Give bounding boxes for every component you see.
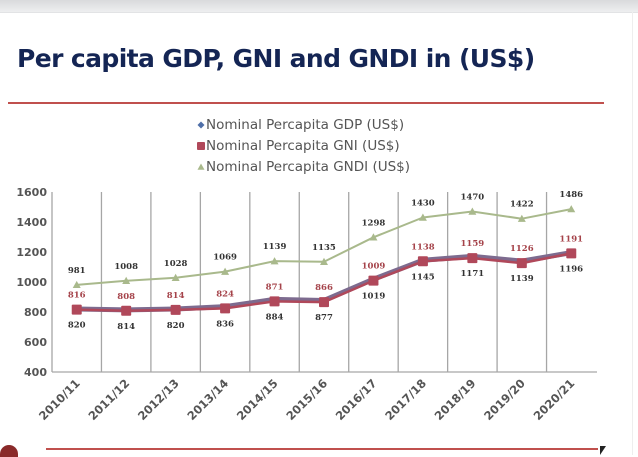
y-tick-label: 400 — [24, 366, 47, 379]
data-label: 814 — [117, 322, 135, 332]
data-label: 1171 — [461, 269, 485, 279]
legend-marker-icon — [197, 142, 205, 150]
data-label: 1298 — [362, 218, 386, 228]
footer-divider — [46, 448, 598, 450]
data-point — [220, 303, 231, 314]
data-label: 814 — [167, 291, 185, 301]
data-label: 1486 — [559, 190, 583, 200]
data-label: 1126 — [510, 244, 534, 254]
data-label: 884 — [266, 312, 284, 322]
mouse-cursor-icon — [600, 446, 606, 455]
x-tick-label: 2013/14 — [184, 376, 231, 423]
x-tick-label: 2012/13 — [135, 376, 182, 423]
data-label: 1196 — [559, 264, 583, 274]
slide-title: Per capita GDP, GNI and GNDI in (US$) — [17, 44, 535, 73]
data-label: 1139 — [510, 274, 534, 284]
data-label: 1430 — [411, 199, 435, 209]
data-point — [270, 257, 279, 265]
data-label: 1135 — [312, 243, 336, 253]
data-label: 1019 — [362, 292, 386, 302]
data-label: 1470 — [461, 193, 485, 203]
data-point — [566, 248, 577, 259]
chart-legend: Nominal Percapita GDP (US$) Nominal Perca… — [197, 117, 410, 175]
x-tick-label: 2014/15 — [234, 376, 281, 423]
legend-marker-icon — [197, 163, 205, 170]
logo-icon — [0, 445, 18, 457]
data-label: 877 — [315, 313, 333, 323]
data-label: 1008 — [114, 262, 138, 272]
x-tick-label: 2017/18 — [382, 376, 429, 423]
data-point — [221, 267, 230, 275]
data-label: 824 — [216, 289, 234, 299]
data-label: 981 — [68, 266, 86, 276]
data-label: 1138 — [411, 242, 435, 252]
data-point — [417, 256, 428, 267]
data-point — [320, 257, 328, 265]
data-point — [369, 233, 378, 241]
data-point — [418, 213, 427, 221]
data-point — [170, 304, 181, 315]
data-label: 808 — [117, 292, 135, 302]
data-label: 871 — [266, 282, 284, 292]
data-labels: 820 814 820 836 884 877 1019 1145 1171 1139 1196 81… — [68, 190, 583, 332]
data-label: 836 — [216, 319, 234, 329]
data-label: 1009 — [362, 262, 386, 272]
y-axis: 400 600 800 1000 1200 1400 1600 — [16, 186, 47, 379]
x-tick-label: 2019/20 — [481, 376, 528, 423]
data-point — [516, 258, 527, 269]
data-point — [71, 304, 82, 315]
data-label: 866 — [315, 283, 333, 293]
data-point — [72, 280, 81, 289]
data-point — [567, 205, 576, 213]
data-point — [269, 296, 280, 307]
data-label: 1191 — [559, 234, 583, 244]
data-label: 1422 — [510, 200, 534, 210]
data-point — [319, 297, 329, 308]
data-label: 1028 — [164, 259, 188, 269]
y-tick-label: 1200 — [16, 246, 47, 259]
data-label: 1069 — [213, 253, 237, 263]
data-label: 1139 — [263, 242, 287, 252]
legend-entry: Nominal Percapita GDP (US$) — [206, 117, 404, 133]
x-tick-label: 2016/17 — [333, 376, 380, 423]
x-tick-label: 2018/19 — [432, 376, 479, 423]
data-point — [368, 275, 379, 286]
data-point — [171, 273, 180, 281]
data-label: 816 — [68, 291, 86, 301]
series-lines — [71, 205, 577, 316]
data-label: 820 — [167, 321, 185, 331]
data-point — [121, 305, 132, 316]
legend-entry: Nominal Percapita GNDI (US$) — [206, 159, 410, 175]
x-axis: 2010/11 2011/12 2012/13 2013/14 2014/15 2015/… — [36, 376, 577, 423]
x-tick-label: 2015/16 — [283, 376, 330, 423]
window-top-bar — [0, 0, 638, 13]
chart-grid — [51, 192, 597, 373]
legend-entry: Nominal Percapita GNI (US$) — [206, 138, 400, 154]
y-tick-label: 1600 — [16, 186, 47, 199]
data-label: 820 — [68, 321, 86, 331]
legend-marker-icon — [197, 121, 205, 129]
data-point — [468, 207, 477, 215]
x-tick-label: 2011/12 — [85, 376, 132, 423]
y-tick-label: 600 — [24, 336, 47, 349]
x-tick-label: 2010/11 — [36, 376, 83, 423]
data-point — [122, 276, 131, 284]
y-tick-label: 1400 — [16, 216, 47, 229]
data-label: 1145 — [411, 272, 435, 282]
data-label: 1159 — [461, 239, 485, 249]
y-tick-label: 800 — [24, 306, 47, 319]
x-tick-label: 2020/21 — [531, 376, 578, 423]
title-divider — [8, 102, 604, 104]
slide-edge — [632, 12, 633, 455]
data-point — [517, 214, 526, 222]
data-point — [467, 253, 478, 264]
y-tick-label: 1000 — [16, 276, 47, 289]
